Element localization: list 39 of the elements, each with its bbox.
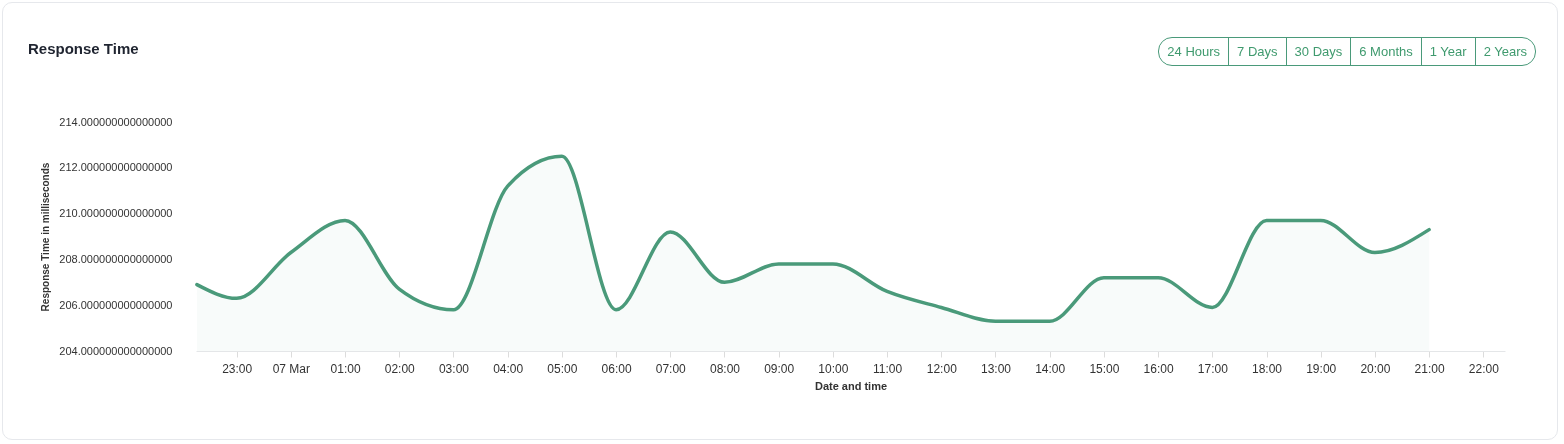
text: 7 Days xyxy=(1228,38,1286,65)
x-tick-label: 02:00 xyxy=(384,361,416,376)
x-tick-label: 21:00 xyxy=(1414,361,1445,376)
x-tick-label: 01:00 xyxy=(330,361,361,376)
text: 2 Years xyxy=(1474,38,1535,65)
y-tick-label: 214.000000000000000 xyxy=(59,115,173,128)
x-tick-label: 20:00 xyxy=(1360,361,1391,376)
x-tick-label: 07 Mar xyxy=(272,361,311,376)
text: 1 Year xyxy=(1420,38,1475,65)
y-tick-label: 212.000000000000000 xyxy=(59,161,173,174)
x-tick-label: 17:00 xyxy=(1197,361,1229,376)
y-tick-label: 210.000000000000000 xyxy=(59,207,173,220)
x-tick-label: 10:00 xyxy=(818,361,849,376)
x-tick-label: 06:00 xyxy=(601,361,632,376)
x-tick-label: 18:00 xyxy=(1251,361,1283,376)
x-tick-label: 22:00 xyxy=(1468,361,1500,376)
text: 6 Months xyxy=(1350,38,1421,65)
y-tick-label: 204.000000000000000 xyxy=(59,344,173,357)
text: 24 Hours xyxy=(1166,43,1222,61)
y-tick-label: 208.000000000000000 xyxy=(59,252,173,265)
x-tick-label: 23:00 xyxy=(222,361,253,376)
x-axis-title: Date and time xyxy=(814,379,888,392)
x-tick-label: 13:00 xyxy=(980,361,1012,376)
text: 30 Days xyxy=(1285,38,1351,65)
x-tick-label: 03:00 xyxy=(438,361,470,376)
x-tick-label: 14:00 xyxy=(1035,361,1066,376)
x-tick-label: 04:00 xyxy=(493,361,524,376)
y-tick-label: 206.000000000000000 xyxy=(59,298,173,311)
x-tick-label: 05:00 xyxy=(547,361,578,376)
y-axis-title: Response Time in milliseconds xyxy=(40,162,52,312)
x-tick-label: 08:00 xyxy=(709,361,741,376)
chart-title: Response Time xyxy=(28,40,139,57)
x-tick-label: 09:00 xyxy=(764,361,795,376)
x-tick-label: 12:00 xyxy=(926,361,958,376)
x-tick-label: 15:00 xyxy=(1089,361,1120,376)
x-tick-label: 11:00 xyxy=(873,361,903,376)
x-tick-label: 19:00 xyxy=(1306,361,1337,376)
x-tick-label: 07:00 xyxy=(655,361,687,376)
x-tick-label: 16:00 xyxy=(1143,361,1174,376)
